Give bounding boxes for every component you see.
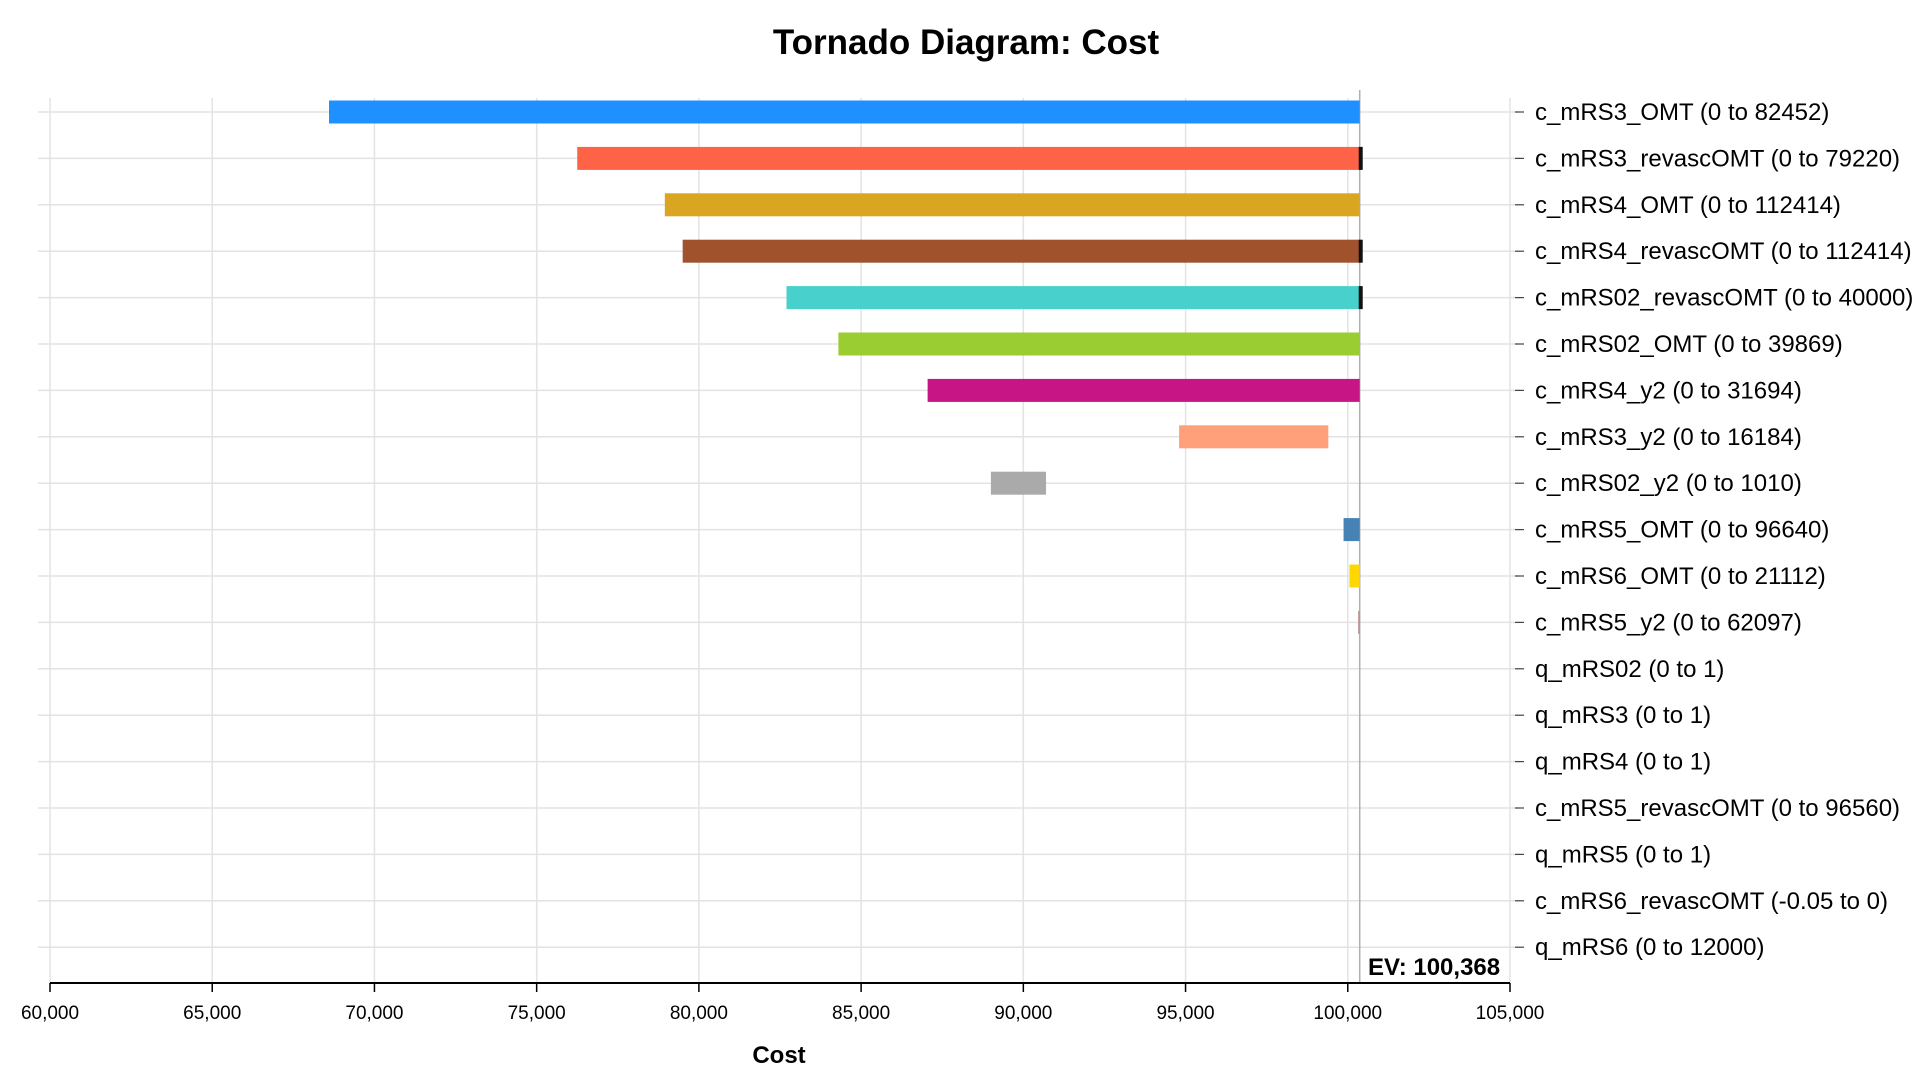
tornado-bar bbox=[990, 471, 1047, 495]
tornado-bar bbox=[1179, 425, 1329, 449]
category-label: c_mRS02_y2 (0 to 1010) bbox=[1535, 470, 1802, 497]
chart-title: Tornado Diagram: Cost bbox=[773, 23, 1160, 62]
tornado-bar bbox=[577, 146, 1360, 170]
x-tick-label: 95,000 bbox=[1156, 1003, 1214, 1024]
x-tick-label: 75,000 bbox=[508, 1003, 566, 1024]
tornado-bar bbox=[1349, 564, 1360, 588]
category-label: c_mRS02_revascOMT (0 to 40000) bbox=[1535, 285, 1913, 312]
bar-end-marker bbox=[1358, 239, 1363, 263]
category-label: q_mRS4 (0 to 1) bbox=[1535, 749, 1711, 776]
tornado-bar bbox=[786, 286, 1360, 310]
tornado-bar bbox=[1343, 518, 1360, 542]
x-tick-label: 105,000 bbox=[1476, 1003, 1545, 1024]
category-label: q_mRS02 (0 to 1) bbox=[1535, 656, 1724, 683]
category-label: c_mRS4_revascOMT (0 to 112414) bbox=[1535, 238, 1912, 265]
category-label: q_mRS5 (0 to 1) bbox=[1535, 841, 1711, 868]
category-label: c_mRS02_OMT (0 to 39869) bbox=[1535, 331, 1843, 358]
bar-end-marker bbox=[1358, 146, 1363, 170]
category-label: c_mRS5_revascOMT (0 to 96560) bbox=[1535, 795, 1900, 822]
tornado-bar bbox=[1358, 610, 1360, 634]
category-label: c_mRS5_OMT (0 to 96640) bbox=[1535, 517, 1829, 544]
x-tick-label: 85,000 bbox=[832, 1003, 890, 1024]
bar-end-marker bbox=[1358, 286, 1363, 310]
tornado-bar bbox=[838, 332, 1360, 356]
category-label: c_mRS3_revascOMT (0 to 79220) bbox=[1535, 145, 1900, 172]
x-tick-label: 65,000 bbox=[183, 1003, 241, 1024]
x-tick-label: 60,000 bbox=[21, 1003, 79, 1024]
category-label: q_mRS3 (0 to 1) bbox=[1535, 702, 1711, 729]
tornado-bar bbox=[927, 378, 1360, 402]
category-label: c_mRS3_OMT (0 to 82452) bbox=[1535, 99, 1829, 126]
ev-label: EV: 100,368 bbox=[1368, 954, 1500, 981]
category-label: q_mRS6 (0 to 12000) bbox=[1535, 934, 1764, 961]
x-tick-label: 100,000 bbox=[1313, 1003, 1382, 1024]
grid-layer bbox=[38, 90, 1520, 983]
tornado-bar bbox=[682, 239, 1360, 263]
category-label: c_mRS6_OMT (0 to 21112) bbox=[1535, 563, 1826, 590]
x-tick-label: 80,000 bbox=[670, 1003, 728, 1024]
x-axis-title: Cost bbox=[752, 1042, 805, 1069]
bars-layer bbox=[329, 100, 1363, 634]
category-label: c_mRS4_OMT (0 to 112414) bbox=[1535, 192, 1841, 219]
tornado-bar bbox=[329, 100, 1360, 124]
x-axis: 60,000 65,000 70,000 75,000 80,000 85,000 90,0… bbox=[21, 111, 1545, 1024]
tornado-bar bbox=[664, 193, 1360, 217]
category-label: c_mRS4_y2 (0 to 31694) bbox=[1535, 377, 1802, 404]
x-tick-label: 70,000 bbox=[345, 1003, 403, 1024]
category-labels: c_mRS3_OMT (0 to 82452) c_mRS3_revascOMT … bbox=[1535, 99, 1913, 961]
category-label: c_mRS3_y2 (0 to 16184) bbox=[1535, 424, 1802, 451]
category-label: c_mRS5_y2 (0 to 62097) bbox=[1535, 609, 1802, 636]
x-tick-label: 90,000 bbox=[994, 1003, 1052, 1024]
category-label: c_mRS6_revascOMT (-0.05 to 0) bbox=[1535, 888, 1888, 915]
